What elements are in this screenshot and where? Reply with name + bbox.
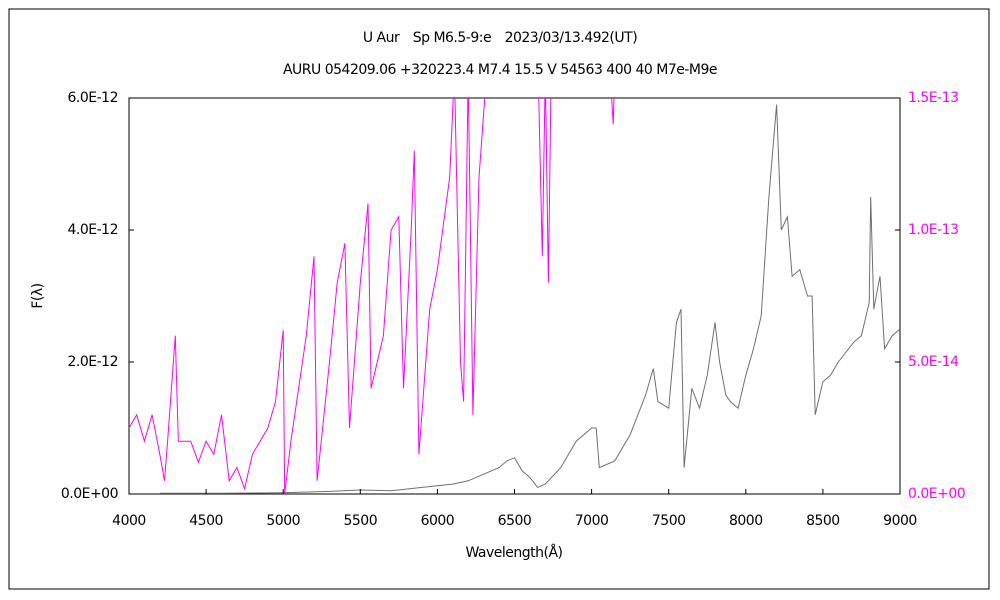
y-tick-label: 0.0E+00 bbox=[61, 486, 118, 502]
plot-lines bbox=[129, 98, 900, 494]
y-tick-label: 2.0E-12 bbox=[68, 354, 118, 370]
y-tick-label: 4.0E-12 bbox=[68, 222, 118, 238]
y2-tick-label: 1.5E-13 bbox=[908, 90, 958, 106]
y-tick-label: 6.0E-12 bbox=[68, 90, 118, 106]
chart-subtitle: AURU 054209.06 +320223.4 M7.4 15.5 V 545… bbox=[283, 62, 717, 78]
x-tick-label: 6500 bbox=[498, 513, 532, 529]
x-tick-label: 8000 bbox=[729, 513, 763, 529]
x-tick-label: 5000 bbox=[266, 513, 300, 529]
x-tick-label: 5500 bbox=[343, 513, 377, 529]
x-tick-label: 7000 bbox=[575, 513, 609, 529]
y2-tick-label: 5.0E-14 bbox=[908, 354, 959, 370]
y-axis-label: F(λ) bbox=[30, 283, 46, 308]
y2-tick-label: 1.0E-13 bbox=[908, 222, 958, 238]
plot-area bbox=[128, 97, 901, 495]
chart-title: U Aur Sp M6.5-9:e 2023/03/13.492(UT) bbox=[363, 30, 637, 46]
x-axis-label: Wavelength(Å) bbox=[465, 544, 562, 561]
series-line bbox=[129, 98, 615, 494]
x-tick-label: 4000 bbox=[112, 513, 146, 529]
x-tick-label: 7500 bbox=[652, 513, 686, 529]
x-tick-label: 9000 bbox=[883, 513, 917, 529]
y2-tick-label: 0.0E+00 bbox=[908, 486, 965, 502]
x-tick-label: 6000 bbox=[421, 513, 455, 529]
x-tick-label: 4500 bbox=[189, 513, 223, 529]
x-tick-label: 8500 bbox=[806, 513, 840, 529]
series-line bbox=[159, 104, 900, 494]
frame bbox=[8, 8, 990, 590]
